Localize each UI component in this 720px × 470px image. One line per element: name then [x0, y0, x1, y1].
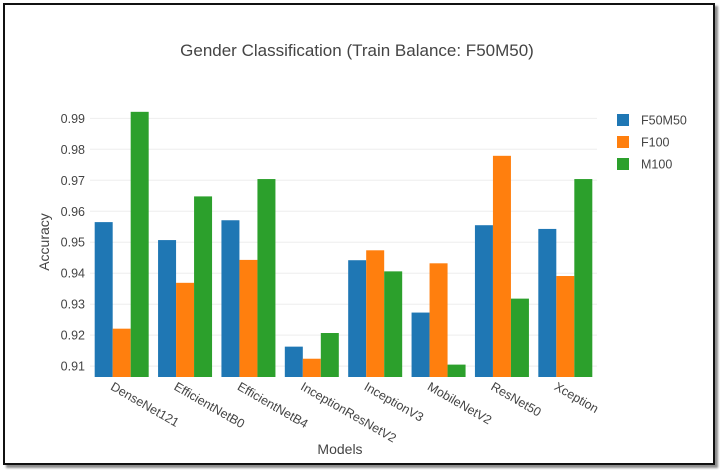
bar-f100-efficientnetb4[interactable]	[239, 259, 258, 377]
chart-frame	[3, 3, 715, 465]
legend-swatch	[617, 114, 629, 126]
bar-f50m50-xception[interactable]	[538, 228, 557, 377]
x-tick-label: DenseNet121	[108, 379, 181, 429]
y-tick-label: 0.92	[61, 329, 85, 343]
bar-f50m50-efficientnetb0[interactable]	[158, 240, 177, 377]
y-tick-label: 0.91	[61, 360, 85, 374]
bar-f50m50-resnet50[interactable]	[474, 225, 493, 377]
bar-f50m50-inceptionresnetv2[interactable]	[284, 346, 303, 377]
bar-f50m50-efficientnetb4[interactable]	[221, 220, 240, 377]
y-tick-label: 0.95	[61, 236, 85, 250]
bar-f100-resnet50[interactable]	[492, 155, 511, 377]
x-tick-label: ResNet50	[488, 379, 543, 419]
y-tick-label: 0.99	[61, 112, 85, 126]
bar-m100-resnet50[interactable]	[510, 298, 529, 377]
bar-m100-efficientnetb4[interactable]	[257, 179, 276, 377]
legend-label: F50M50	[641, 114, 687, 128]
bar-m100-densenet121[interactable]	[130, 111, 149, 378]
bar-f50m50-inceptionv3[interactable]	[348, 260, 367, 377]
x-tick-label: EfficientNetB4	[235, 379, 310, 431]
y-tick-label: 0.93	[61, 298, 85, 312]
x-tick-label: Xception	[552, 379, 601, 415]
y-tick-label: 0.94	[61, 267, 85, 281]
x-tick-label: MobileNetV2	[425, 379, 494, 427]
legend[interactable]: F50M50 F100 M100	[617, 114, 687, 172]
chart-title: Gender Classification (Train Balance: F5…	[180, 41, 534, 60]
y-tick-label: 0.98	[61, 143, 85, 157]
bar-m100-efficientnetb0[interactable]	[194, 196, 213, 377]
x-axis-ticks: DenseNet121EfficientNetB0EfficientNetB4I…	[108, 379, 601, 445]
bar-f50m50-densenet121[interactable]	[94, 222, 113, 377]
legend-label: F100	[641, 136, 670, 150]
legend-item-m100[interactable]: M100	[617, 158, 672, 172]
x-axis-title: Models	[317, 441, 362, 457]
bar-m100-inceptionresnetv2[interactable]	[320, 333, 339, 377]
bar-f100-inceptionv3[interactable]	[366, 250, 385, 377]
bar-m100-xception[interactable]	[574, 179, 593, 377]
bar-f100-inceptionresnetv2[interactable]	[302, 358, 321, 377]
legend-item-f100[interactable]: F100	[617, 136, 670, 150]
y-axis-ticks: 0.91 0.92 0.93 0.94 0.95 0.96 0.97 0.98 0.99	[61, 112, 85, 374]
legend-swatch	[617, 158, 629, 170]
bars	[94, 111, 593, 378]
x-tick-label: EfficientNetB0	[172, 379, 247, 431]
bar-f100-efficientnetb0[interactable]	[176, 282, 195, 377]
bar-f100-xception[interactable]	[556, 276, 575, 377]
legend-item-f50m50[interactable]: F50M50	[617, 114, 687, 128]
bar-f100-mobilenetv2[interactable]	[429, 263, 448, 377]
y-tick-label: 0.97	[61, 174, 85, 188]
bar-m100-mobilenetv2[interactable]	[447, 364, 466, 377]
y-tick-label: 0.96	[61, 205, 85, 219]
bar-m100-inceptionv3[interactable]	[384, 271, 403, 377]
y-axis-title: Accuracy	[36, 213, 52, 271]
legend-label: M100	[641, 158, 672, 172]
legend-swatch	[617, 136, 629, 148]
bar-f100-densenet121[interactable]	[112, 328, 131, 377]
bar-f50m50-mobilenetv2[interactable]	[411, 312, 430, 377]
